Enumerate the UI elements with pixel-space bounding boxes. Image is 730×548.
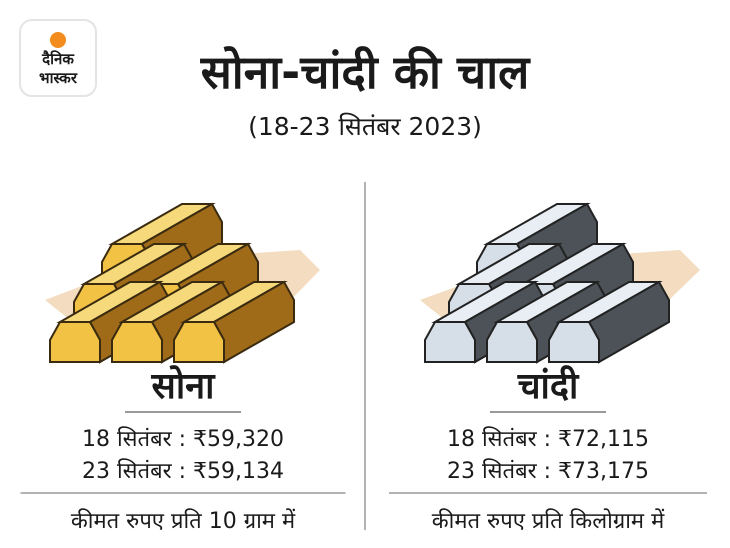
unit-note: कीमत रुपए प्रति किलोग्राम में — [432, 508, 665, 534]
unit-note: कीमत रुपए प्रति 10 ग्राम में — [71, 508, 296, 534]
panel-name: सोना — [151, 365, 217, 407]
logo: दैनिक भास्कर — [19, 19, 97, 97]
gold-bars — [45, 203, 320, 363]
price-line: 18 सितंबर : ₹72,115 — [447, 426, 649, 452]
price-line: 18 सितंबर : ₹59,320 — [82, 426, 284, 452]
logo-line2: भास्कर — [39, 69, 78, 87]
subtitle: (18-23 सितंबर 2023) — [248, 112, 482, 141]
title: सोना-चांदी की चाल — [200, 45, 531, 99]
logo-line1: दैनिक — [41, 50, 75, 68]
panel-name: चांदी — [517, 365, 580, 407]
price-line: 23 सितंबर : ₹59,134 — [82, 458, 284, 484]
price-line: 23 सितंबर : ₹73,175 — [447, 458, 649, 484]
silver-bars — [420, 203, 700, 363]
panels: सोना 18 सितंबर : ₹59,320 23 सितंबर : ₹59,1… — [20, 365, 707, 534]
